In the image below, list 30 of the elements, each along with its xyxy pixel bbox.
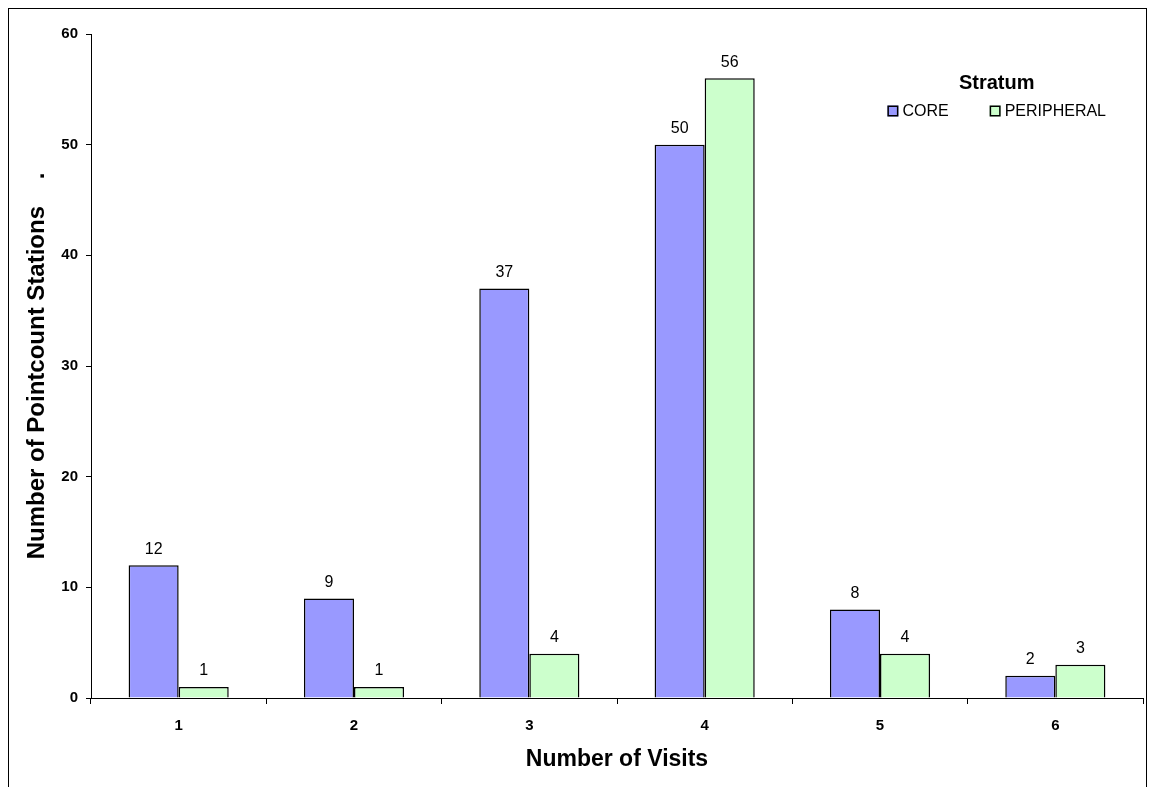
y-tick-label: 0 <box>69 688 78 706</box>
data-label: 12 <box>144 539 163 557</box>
y-tick-label: 30 <box>61 356 78 374</box>
data-label: 37 <box>495 262 514 280</box>
legend-label: CORE <box>902 102 949 120</box>
y-tick-label: 40 <box>61 245 78 263</box>
x-tick-label: 6 <box>1051 716 1060 734</box>
data-label: 2 <box>1025 650 1035 668</box>
data-label: 1 <box>374 661 384 679</box>
y-tick-label: 20 <box>61 466 78 484</box>
data-label: 4 <box>549 628 559 646</box>
data-label: 1 <box>199 661 209 679</box>
x-tick-label: 5 <box>875 716 885 734</box>
legend-label: PERIPHERAL <box>1004 102 1107 120</box>
legend-title: Stratum <box>958 70 1035 93</box>
x-tick-label: 3 <box>525 716 534 734</box>
x-tick-label: 1 <box>174 716 183 734</box>
data-label: 4 <box>900 628 910 646</box>
x-tick-label: 2 <box>349 716 359 734</box>
x-tick-label: 4 <box>700 716 710 734</box>
data-label: 9 <box>324 572 334 590</box>
data-label: 56 <box>720 52 739 70</box>
data-label: 8 <box>850 583 860 601</box>
x-axis-title: Number of Visits <box>525 744 709 771</box>
data-label: 50 <box>670 119 689 137</box>
y-axis-title: Number of Pointcount Stations . <box>22 172 50 560</box>
data-label: 3 <box>1075 639 1085 657</box>
y-tick-label: 60 <box>61 24 78 42</box>
y-tick-label: 10 <box>61 577 78 595</box>
y-tick-label: 50 <box>61 134 78 152</box>
